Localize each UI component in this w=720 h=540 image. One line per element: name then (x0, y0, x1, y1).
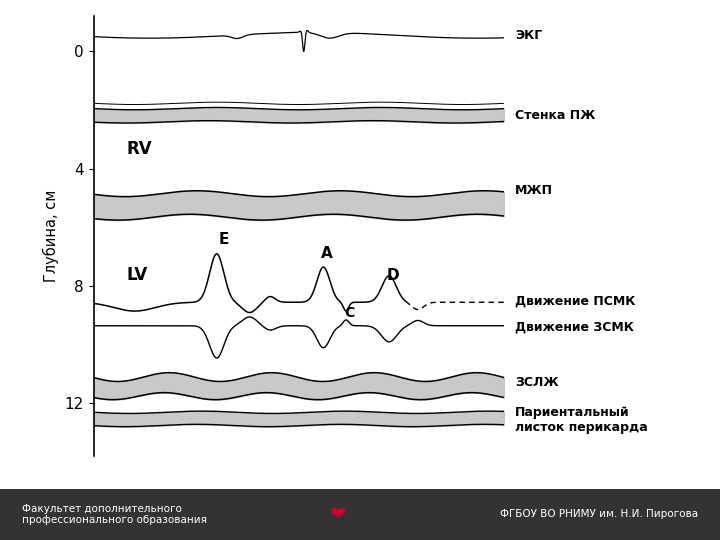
Text: C: C (344, 306, 354, 320)
Text: E: E (219, 232, 229, 247)
Text: Стенка ПЖ: Стенка ПЖ (515, 109, 595, 122)
Text: Движение ЗСМК: Движение ЗСМК (515, 321, 634, 334)
Text: Движение ПСМК: Движение ПСМК (515, 294, 635, 307)
Text: D: D (387, 268, 400, 284)
Y-axis label: Глубина, см: Глубина, см (43, 190, 59, 282)
Text: МЖП: МЖП (515, 184, 553, 197)
Text: Факультет дополнительного
профессионального образования: Факультет дополнительного профессиональн… (22, 503, 207, 525)
Text: Париентальный
листок перикарда: Париентальный листок перикарда (515, 406, 647, 434)
Text: ЭКГ: ЭКГ (515, 29, 542, 42)
Text: ЗСЛЖ: ЗСЛЖ (515, 376, 559, 389)
Text: ФГБОУ ВО РНИМУ им. Н.И. Пирогова: ФГБОУ ВО РНИМУ им. Н.И. Пирогова (500, 509, 698, 519)
Text: LV: LV (127, 266, 148, 284)
Text: A: A (321, 246, 333, 261)
Text: ❤: ❤ (330, 505, 346, 524)
Text: RV: RV (127, 140, 152, 158)
